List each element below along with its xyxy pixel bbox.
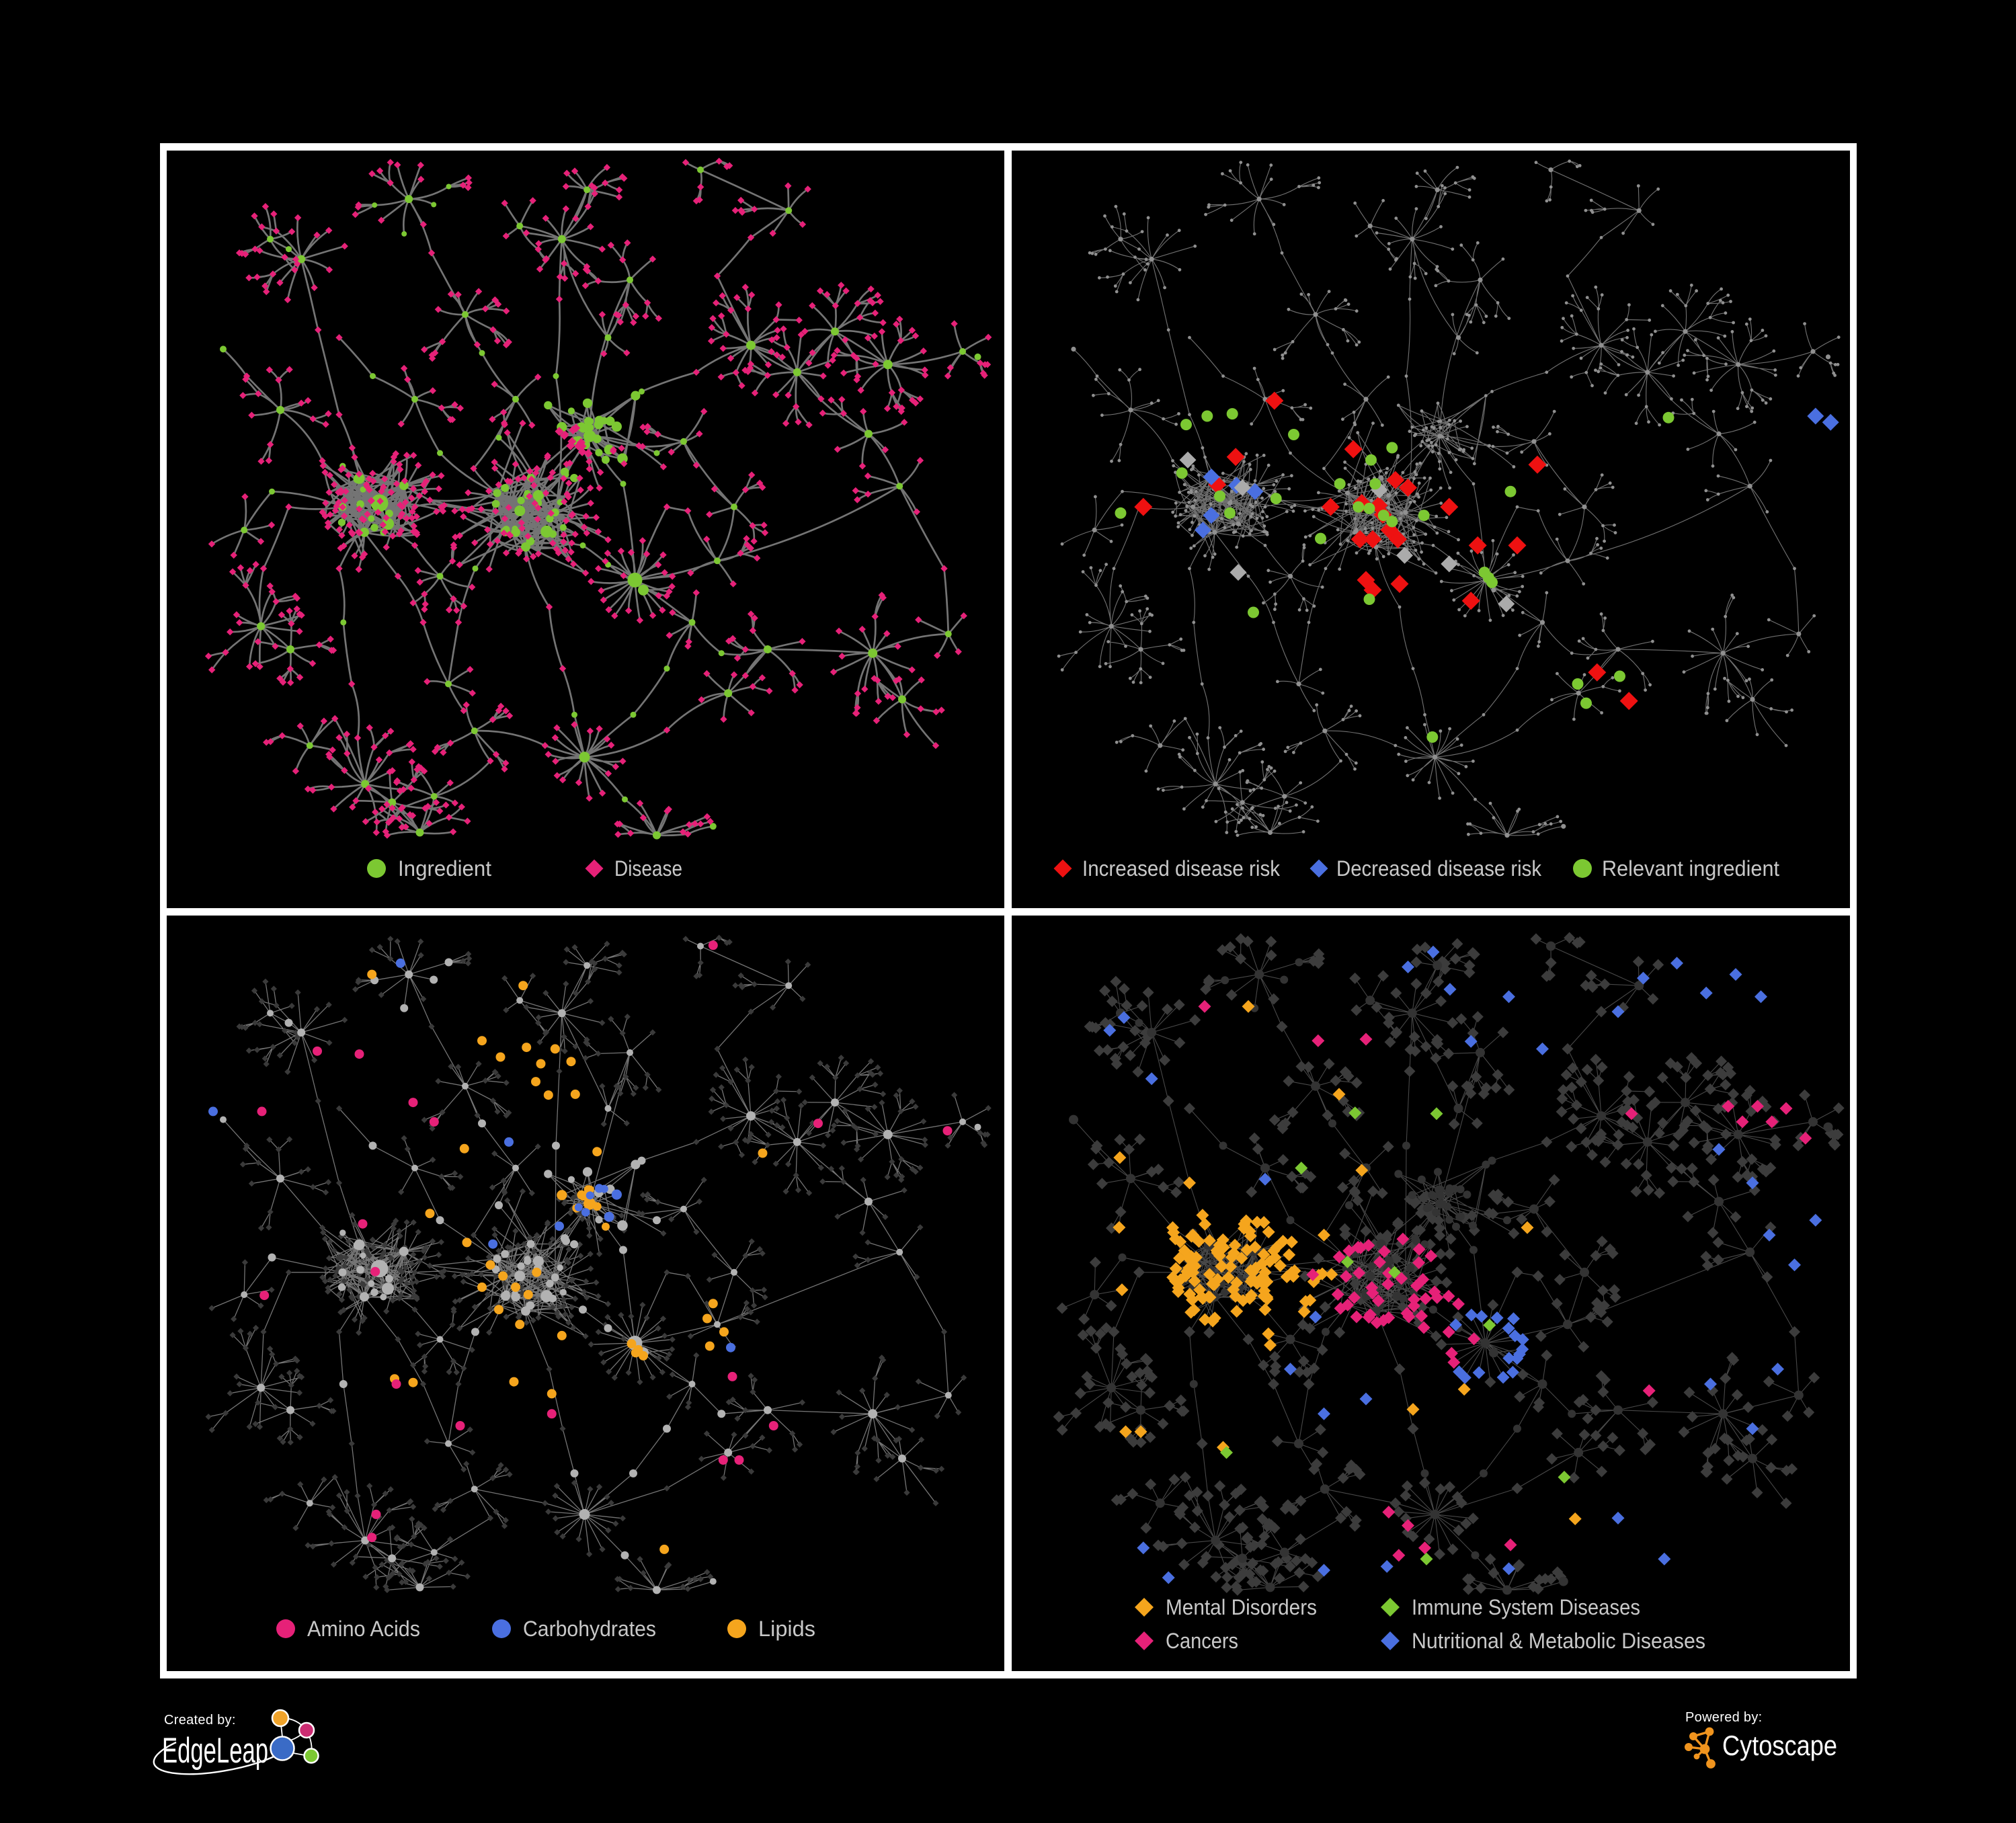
svg-text:Decreased disease risk: Decreased disease risk (1336, 856, 1542, 881)
svg-text:Carbohydrates: Carbohydrates (523, 1617, 656, 1641)
svg-text:Nutritional & Metabolic Diseas: Nutritional & Metabolic Diseases (1412, 1629, 1705, 1653)
svg-text:Amino Acids: Amino Acids (307, 1617, 420, 1641)
svg-text:Created by:: Created by: (164, 1713, 236, 1728)
svg-text:Relevant ingredient: Relevant ingredient (1602, 856, 1779, 881)
svg-text:Ingredient: Ingredient (398, 856, 491, 881)
svg-text:Cytoscape: Cytoscape (1722, 1730, 1837, 1761)
svg-text:Mental Disorders: Mental Disorders (1166, 1595, 1317, 1619)
svg-text:Immune System Diseases: Immune System Diseases (1412, 1595, 1640, 1619)
svg-text:Increased disease risk: Increased disease risk (1082, 856, 1281, 881)
svg-text:Cancers: Cancers (1166, 1629, 1238, 1653)
svg-text:Lipids: Lipids (758, 1617, 815, 1641)
svg-text:EdgeLeap: EdgeLeap (162, 1731, 268, 1771)
svg-text:Disease: Disease (614, 856, 682, 881)
svg-text:Powered by:: Powered by: (1685, 1710, 1762, 1725)
